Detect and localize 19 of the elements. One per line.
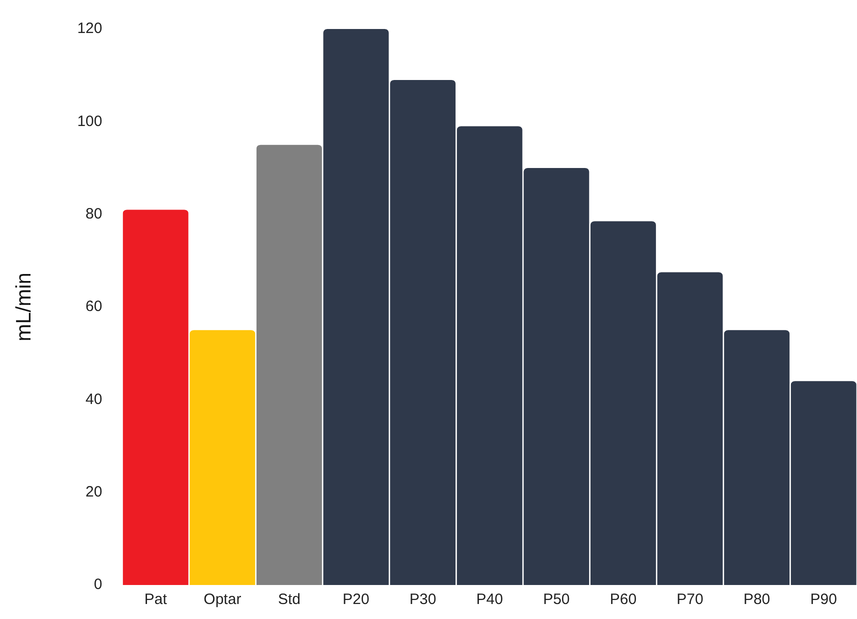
- y-tick-label: 60: [86, 298, 102, 316]
- y-tick-label: 80: [86, 205, 102, 222]
- y-axis-title: mL/min: [12, 272, 36, 342]
- y-tick-label: 120: [77, 20, 102, 38]
- x-tick-label: P70: [676, 591, 704, 608]
- x-tick-label: P20: [342, 591, 370, 608]
- x-tick-label: P40: [476, 591, 503, 608]
- y-tick-label: 100: [77, 112, 102, 130]
- x-tick-label: P60: [610, 591, 637, 608]
- y-tick-label: 40: [86, 390, 102, 408]
- x-tick-label: Optar: [204, 591, 242, 608]
- x-tick-label: P90: [810, 591, 837, 608]
- x-tick-label: Pat: [144, 591, 168, 608]
- y-tick-label: 0: [94, 576, 102, 594]
- y-tick-label: 20: [86, 483, 102, 500]
- x-tick-label: Std: [278, 591, 300, 608]
- x-tick-label: P50: [543, 591, 570, 608]
- x-tick-label: P80: [743, 591, 770, 608]
- x-tick-label: P30: [409, 591, 436, 608]
